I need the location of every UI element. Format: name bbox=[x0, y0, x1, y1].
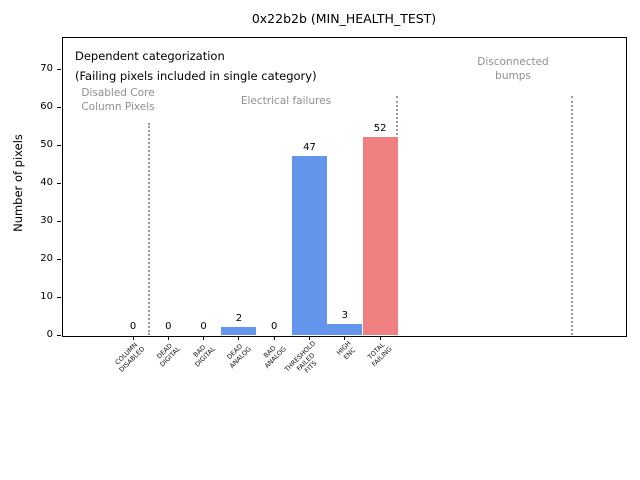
bar bbox=[362, 137, 398, 335]
bar-value-label: 0 bbox=[129, 321, 137, 332]
x-tick-mark bbox=[309, 336, 310, 340]
y-tick-mark bbox=[57, 182, 61, 184]
annotation-failing-pixels-note: (Failing pixels included in single categ… bbox=[75, 69, 317, 83]
y-tick-label: 70 bbox=[40, 62, 53, 74]
x-tick-mark bbox=[238, 336, 240, 340]
bar bbox=[292, 156, 327, 335]
x-tick-label: DEAD DIGITAL bbox=[155, 341, 182, 369]
plot-area bbox=[62, 37, 627, 337]
x-tick-mark bbox=[273, 336, 275, 340]
y-tick-label: 10 bbox=[40, 290, 53, 302]
x-tick-label: COLUMN DISABLED bbox=[113, 340, 147, 374]
chart-title: 0x22b2b (MIN_HEALTH_TEST) bbox=[251, 11, 437, 26]
y-tick-mark bbox=[57, 144, 61, 146]
section-annotation-2: Disconnected bumps bbox=[477, 56, 549, 82]
x-tick-label: BAD DIGITAL bbox=[191, 343, 217, 369]
y-tick-label: 0 bbox=[46, 328, 53, 340]
x-tick-label: TOTAL FAILING bbox=[366, 340, 394, 368]
y-tick-mark bbox=[57, 68, 61, 70]
x-tick-label: BAD ANALOG bbox=[261, 344, 288, 370]
section-annotation-0: Disabled Core Column Pixels bbox=[81, 87, 155, 113]
x-tick-label: HIGH ENC bbox=[335, 339, 357, 361]
x-tick-mark bbox=[132, 336, 134, 340]
y-tick-label: 60 bbox=[40, 100, 53, 112]
annotation-dependent-categorization: Dependent categorization bbox=[75, 49, 225, 63]
section-annotation-1: Electrical failures bbox=[240, 95, 332, 107]
y-tick-label: 50 bbox=[40, 138, 53, 150]
x-tick-mark bbox=[344, 336, 346, 340]
x-tick-mark bbox=[167, 336, 169, 340]
y-tick-mark bbox=[57, 220, 61, 222]
separator-line bbox=[571, 96, 573, 335]
bar-value-label: 47 bbox=[303, 142, 316, 154]
x-tick-label: THRESHOLD FAILED FITS bbox=[283, 339, 319, 375]
bar-value-label: 52 bbox=[373, 123, 387, 135]
x-tick-mark bbox=[379, 336, 381, 340]
x-tick-label: DEAD ANALOG bbox=[224, 342, 253, 370]
bar bbox=[327, 323, 363, 335]
y-tick-label: 40 bbox=[40, 176, 53, 188]
bar-value-label: 3 bbox=[341, 309, 348, 321]
y-tick-mark bbox=[57, 334, 61, 336]
y-tick-mark bbox=[57, 106, 61, 108]
bar bbox=[221, 327, 257, 335]
bar-value-label: 2 bbox=[235, 313, 243, 325]
y-tick-mark bbox=[57, 258, 61, 260]
bar-value-label: 0 bbox=[271, 321, 278, 332]
bar-value-label: 0 bbox=[200, 321, 207, 332]
y-tick-label: 20 bbox=[40, 252, 53, 264]
y-tick-label: 30 bbox=[40, 214, 53, 226]
x-tick-mark bbox=[203, 336, 205, 340]
separator-line bbox=[148, 123, 150, 335]
y-tick-mark bbox=[57, 296, 61, 298]
bar-value-label: 0 bbox=[165, 321, 172, 332]
